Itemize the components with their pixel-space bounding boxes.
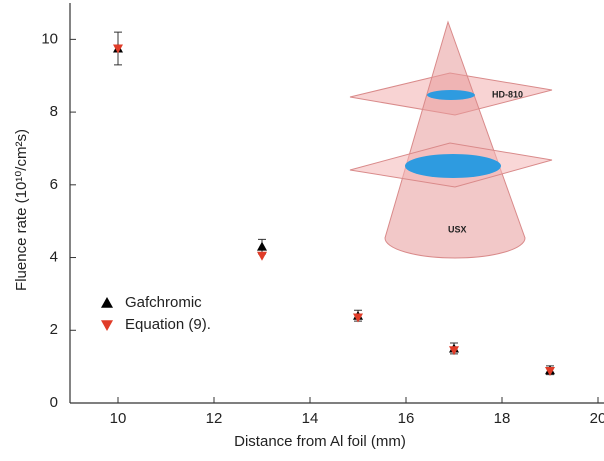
x-tick-label: 10 <box>110 410 127 427</box>
x-tick-label: 14 <box>302 410 319 427</box>
legend-label: Gafchromic <box>125 294 202 311</box>
y-tick-label: 10 <box>41 30 58 47</box>
x-axis-label: Distance from Al foil (mm) <box>234 433 406 450</box>
marker <box>353 313 363 323</box>
x-tick-label: 18 <box>494 410 511 427</box>
annotation: USX <box>448 224 467 234</box>
x-tick-label: 12 <box>206 410 223 427</box>
annotation: HD-810 <box>492 89 523 99</box>
marker <box>257 251 267 261</box>
marker <box>545 367 555 376</box>
x-tick-label: 16 <box>398 410 415 427</box>
marker <box>113 44 123 54</box>
legend-marker <box>101 297 113 308</box>
y-tick-label: 6 <box>50 176 58 193</box>
x-tick-label: 20 <box>590 410 604 427</box>
legend-marker <box>101 320 113 331</box>
y-tick-label: 8 <box>50 103 58 120</box>
inset-diagram: HD-810 USX <box>349 20 553 259</box>
y-tick-label: 0 <box>50 394 58 411</box>
y-tick-label: 4 <box>50 249 58 266</box>
y-tick-label: 2 <box>50 321 58 338</box>
y-axis-label: Fluence rate (10¹⁰/cm²s) <box>13 129 30 291</box>
marker <box>257 241 267 251</box>
legend-label: Equation (9). <box>125 316 211 333</box>
marker <box>449 346 459 356</box>
